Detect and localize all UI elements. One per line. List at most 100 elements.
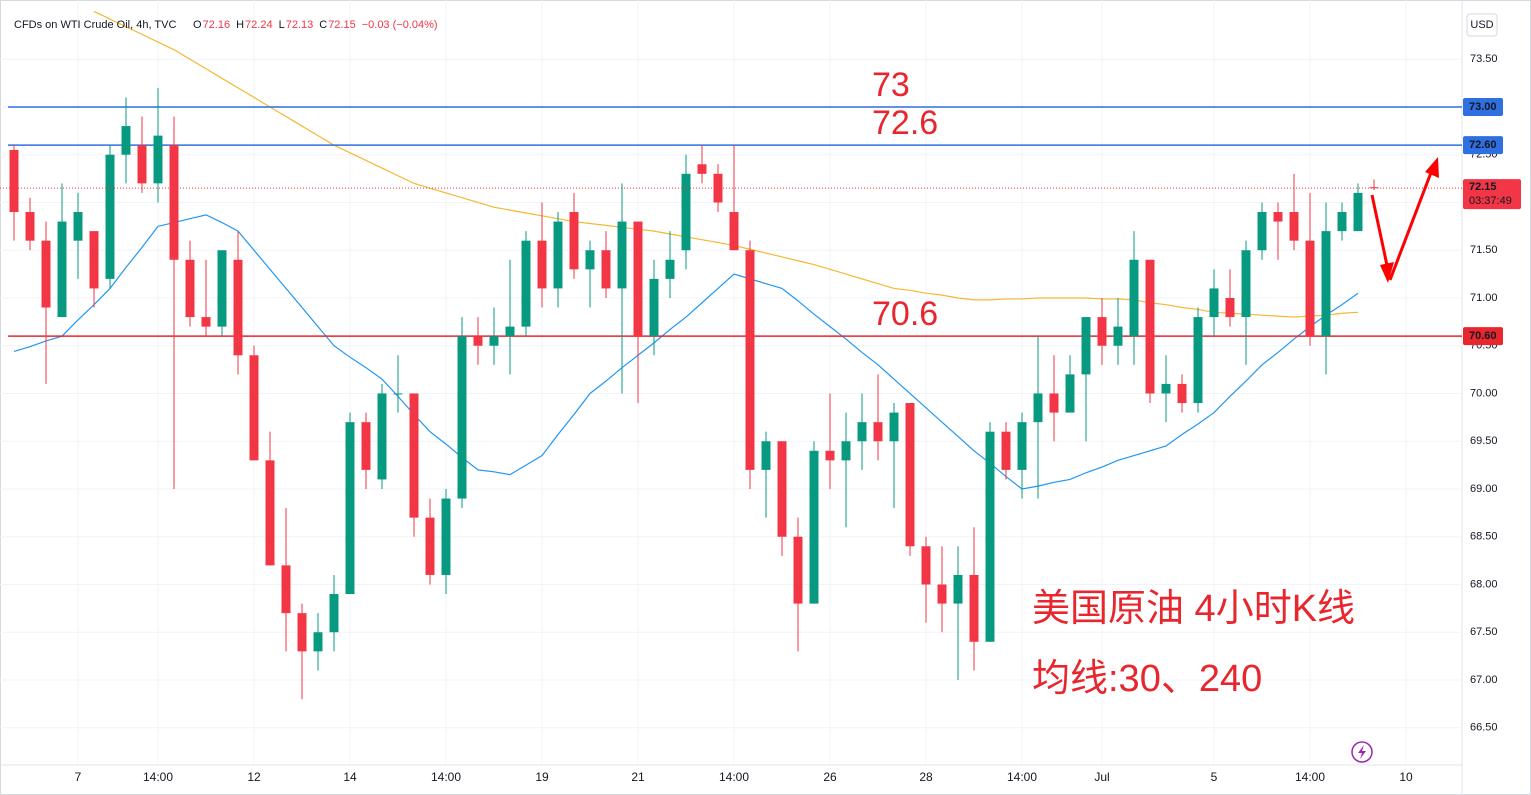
candle-body xyxy=(201,317,211,327)
header-close-label: C xyxy=(319,19,327,31)
candle-body xyxy=(537,240,547,289)
candle-body xyxy=(617,221,627,289)
candle-body xyxy=(665,259,675,279)
candle-body xyxy=(73,212,83,241)
candle-body xyxy=(489,336,499,346)
candle-body xyxy=(585,250,595,270)
candle-body xyxy=(153,135,163,184)
candle-body xyxy=(761,441,771,470)
candle-body xyxy=(1337,212,1347,232)
level-price-label: 72.60 xyxy=(1469,139,1497,151)
candle-body xyxy=(857,422,867,442)
candle-body xyxy=(1209,288,1219,318)
candle-body xyxy=(1001,431,1011,470)
y-tick-label: 73.50 xyxy=(1470,53,1498,65)
candle-body xyxy=(1113,326,1123,346)
y-tick-label: 68.50 xyxy=(1470,531,1498,543)
y-tick-label: 67.00 xyxy=(1470,674,1498,686)
candle-body xyxy=(553,221,563,289)
candle-body xyxy=(569,212,579,270)
ohlc-header: O 72.16 H 72.24 L 72.13 C 72.15 −0.03 (−0.04%) xyxy=(193,19,438,31)
candle-body xyxy=(425,517,435,575)
level-price-label: 73.00 xyxy=(1469,101,1497,113)
candle-body xyxy=(457,336,467,499)
candle-body xyxy=(1081,317,1091,375)
level-annotation: 70.6 xyxy=(872,295,938,333)
candle-body xyxy=(441,498,451,575)
y-tick-label: 71.50 xyxy=(1470,244,1498,256)
candle-body xyxy=(841,441,851,461)
axis: 66.50 67.00 67.50 68.00 68.50 69.00 69.50 70.00… xyxy=(75,53,1521,784)
candle-body xyxy=(1177,383,1187,404)
candle-body xyxy=(969,574,979,642)
level-price-label: 70.60 xyxy=(1469,330,1497,342)
level-price-box xyxy=(1463,136,1503,155)
candle-body xyxy=(1065,374,1075,413)
candle-body xyxy=(297,613,307,652)
candle-body xyxy=(1097,317,1107,346)
header-low-label: L xyxy=(279,19,285,31)
countdown: 03:37:49 xyxy=(1469,195,1512,207)
candle-body xyxy=(1321,231,1331,337)
x-tick-label: Jul xyxy=(1094,770,1109,784)
candle-body xyxy=(217,250,227,327)
candle-body xyxy=(697,164,707,174)
header-open: 72.16 xyxy=(203,19,231,31)
candle-body xyxy=(505,326,515,337)
candle-body xyxy=(233,259,243,356)
header-high-label: H xyxy=(236,19,244,31)
x-tick-label: 14:00 xyxy=(431,770,461,784)
level-annotation: 73 xyxy=(872,66,910,104)
candle-body xyxy=(377,393,387,480)
candle-body xyxy=(809,450,819,604)
candle-body xyxy=(89,231,99,289)
down-arrow-head xyxy=(1380,262,1394,283)
candle-body xyxy=(57,221,67,318)
currency-box xyxy=(1466,13,1498,37)
header-open-label: O xyxy=(193,19,202,31)
candle-body xyxy=(1305,240,1315,337)
down-arrow xyxy=(1370,194,1390,271)
candle-body xyxy=(281,565,291,614)
candle-body xyxy=(265,460,275,566)
candle-body xyxy=(777,441,787,537)
candle-body xyxy=(1161,383,1171,394)
header-change: −0.03 (−0.04%) xyxy=(362,19,438,31)
candle-body xyxy=(953,574,963,604)
candle-body xyxy=(985,431,995,642)
candle-body xyxy=(169,145,179,260)
candle-body xyxy=(1289,212,1299,241)
candle-body xyxy=(681,173,691,251)
candle-body xyxy=(25,212,35,241)
candle-body xyxy=(313,632,323,652)
x-tick-label: 14:00 xyxy=(143,770,173,784)
candle-body xyxy=(1017,422,1027,470)
header-close: 72.15 xyxy=(328,19,356,31)
candle-body xyxy=(1225,297,1235,318)
candle-body xyxy=(121,126,131,155)
x-tick-label: 5 xyxy=(1211,770,1218,784)
lightning-icon[interactable] xyxy=(1351,741,1373,763)
up-arrow xyxy=(1388,169,1434,281)
up-arrow-head xyxy=(1425,157,1439,178)
x-tick-label: 21 xyxy=(631,770,645,784)
candle-body xyxy=(9,149,19,213)
x-tick-label: 19 xyxy=(535,770,549,784)
candle-body xyxy=(137,145,147,184)
candle-body xyxy=(1353,192,1363,232)
candle-body xyxy=(361,422,371,470)
candle-body xyxy=(393,393,403,395)
header-high: 72.24 xyxy=(245,19,273,31)
candle-body xyxy=(105,154,115,279)
y-tick-label: 71.00 xyxy=(1470,292,1498,304)
candle-body xyxy=(825,450,835,461)
symbol-title: CFDs on WTI Crude Oil, 4h, TVC xyxy=(14,19,176,31)
y-tick-label: 69.50 xyxy=(1470,435,1498,447)
x-tick-label: 14:00 xyxy=(719,770,749,784)
candle-body xyxy=(329,594,339,633)
candle-body xyxy=(793,536,803,604)
x-tick-label: 7 xyxy=(75,770,82,784)
y-tick-label: 67.50 xyxy=(1470,626,1498,638)
candle-body xyxy=(409,393,419,518)
